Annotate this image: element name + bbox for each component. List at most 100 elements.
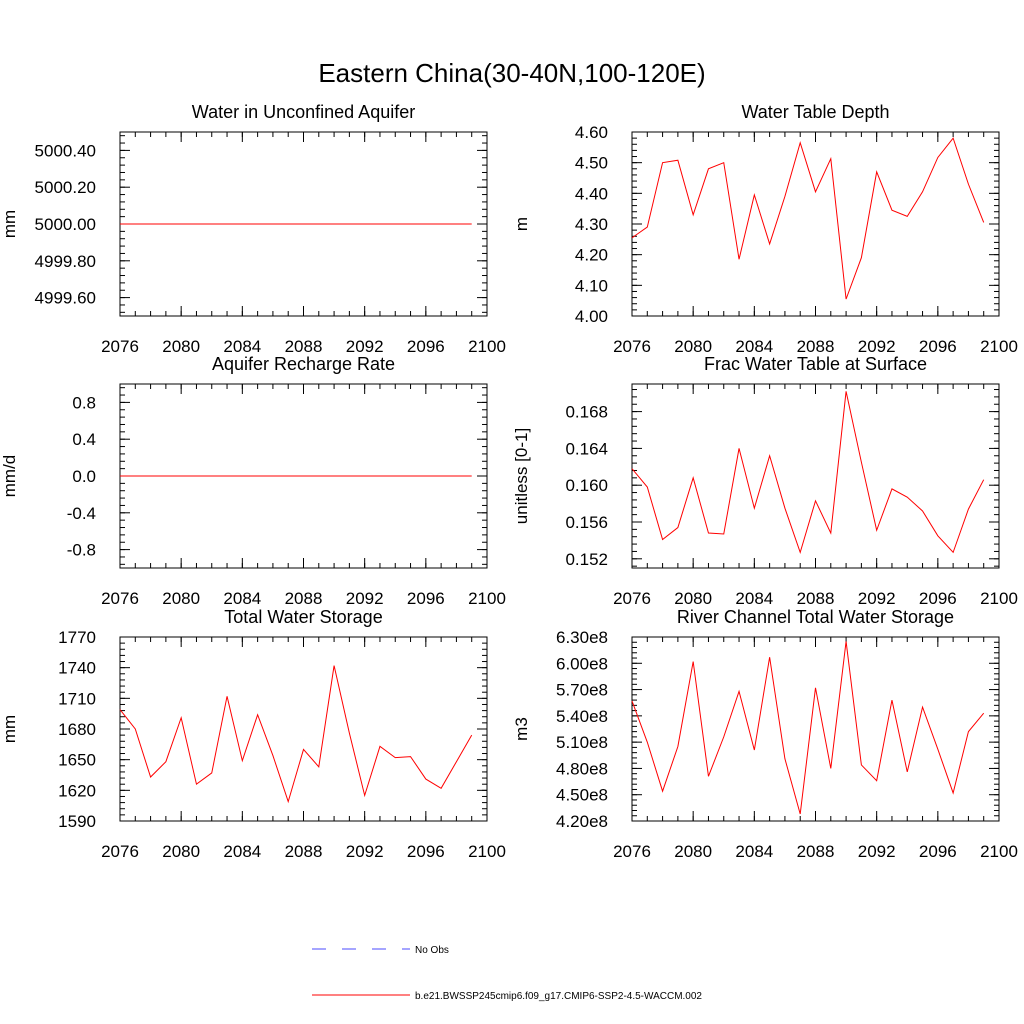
x-tick-label: 2080 [162,589,200,608]
y-tick-label: 4.20e8 [556,812,608,831]
x-tick-label: 2092 [858,589,896,608]
x-tick-label: 2100 [468,842,506,861]
x-tick-label: 2100 [980,842,1018,861]
y-tick-label: 1770 [58,628,96,647]
x-tick-label: 2088 [797,337,835,356]
y-tick-label: 4.50e8 [556,786,608,805]
x-tick-label: 2092 [346,337,384,356]
y-axis-label: unitless [0-1] [512,428,531,524]
y-tick-label: 0.160 [565,476,608,495]
y-tick-label: 6.30e8 [556,628,608,647]
y-axis-label: mm [0,715,19,743]
x-tick-label: 2096 [919,842,957,861]
x-tick-label: 2096 [919,337,957,356]
panel-title: Frac Water Table at Surface [704,354,927,374]
y-tick-label: 1590 [58,812,96,831]
y-tick-label: -0.8 [67,541,96,560]
y-tick-label: 0.156 [565,513,608,532]
x-tick-label: 2076 [613,842,651,861]
x-tick-label: 2084 [223,337,261,356]
panel-river-channel-total-water-storage: River Channel Total Water Storage m3 2076 2… [512,607,1018,861]
x-tick-label: 2084 [735,842,773,861]
y-tick-label: 4.80e8 [556,759,608,778]
panel-total-water-storage: Total Water Storage mm 2076 2080 2084 2088 209… [0,607,506,861]
plot-frame [631,383,1000,569]
series-line [631,641,985,815]
x-tick-label: 2080 [674,842,712,861]
y-tick-label: 5000.00 [35,215,96,234]
x-tick-label: 2092 [858,337,896,356]
y-tick-label: 4.20 [575,246,608,265]
series-line [119,665,473,804]
panel-aquifer-recharge-rate: Aquifer Recharge Rate mm/d 2076 2080 2084 208… [0,354,506,608]
y-tick-label: 1620 [58,781,96,800]
y-tick-label: 4999.60 [35,289,96,308]
x-tick-label: 2100 [980,589,1018,608]
x-tick-label: 2096 [919,589,957,608]
y-tick-label: 4.50 [575,154,608,173]
y-tick-label: 0.152 [565,550,608,569]
panel-water-table-depth: Water Table Depth m 2076 2080 2084 2088 2092 20… [512,102,1018,356]
panel-title: Water in Unconfined Aquifer [192,102,415,122]
y-tick-label: 0.0 [72,467,96,486]
figure-title: Eastern China(30-40N,100-120E) [318,58,705,88]
x-tick-label: 2096 [407,337,445,356]
panel-title: Aquifer Recharge Rate [212,354,395,374]
y-tick-label: 4999.80 [35,252,96,271]
y-tick-label: 0.4 [72,430,96,449]
y-tick-label: 1710 [58,689,96,708]
x-tick-label: 2092 [346,842,384,861]
legend-entry-no-obs: No Obs [312,945,449,956]
x-tick-label: 2084 [223,589,261,608]
x-tick-label: 2092 [346,589,384,608]
x-tick-label: 2100 [980,337,1018,356]
panel-title: River Channel Total Water Storage [677,607,954,627]
y-tick-label: 4.10 [575,276,608,295]
x-tick-label: 2088 [285,589,323,608]
y-tick-label: 4.00 [575,307,608,326]
x-tick-label: 2088 [797,589,835,608]
x-tick-label: 2076 [101,589,139,608]
x-tick-label: 2080 [162,337,200,356]
series-line [631,137,985,300]
y-tick-label: 5000.40 [35,141,96,160]
y-tick-label: 5000.20 [35,178,96,197]
panel-water-in-unconfined-aquifer: Water in Unconfined Aquifer mm 2076 2080 208… [0,102,506,356]
panels: Water in Unconfined Aquifer mm 2076 2080 208… [0,102,1018,861]
plot-frame [631,636,1000,822]
y-axis-label: m [512,217,531,231]
x-tick-label: 2096 [407,842,445,861]
y-tick-label: 5.10e8 [556,733,608,752]
x-tick-label: 2096 [407,589,445,608]
y-tick-label: -0.4 [67,504,96,523]
y-tick-label: 6.00e8 [556,654,608,673]
legend: No Obs b.e21.BWSSP245cmip6.f09_g17.CMIP6… [312,945,702,1002]
x-tick-label: 2084 [735,337,773,356]
y-tick-label: 4.30 [575,215,608,234]
x-tick-label: 2088 [285,337,323,356]
x-tick-label: 2080 [162,842,200,861]
x-tick-label: 2076 [101,337,139,356]
y-axis-label: mm [0,210,19,238]
legend-entry-model: b.e21.BWSSP245cmip6.f09_g17.CMIP6-SSP2-4… [312,991,702,1002]
y-tick-label: 0.8 [72,393,96,412]
panel-frac-water-table-at-surface: Frac Water Table at Surface unitless [0-1… [512,354,1018,608]
y-axis-label: m3 [512,717,531,741]
x-tick-label: 2088 [797,842,835,861]
x-tick-label: 2076 [101,842,139,861]
x-tick-label: 2084 [223,842,261,861]
y-axis-label: mm/d [0,455,19,498]
x-tick-label: 2076 [613,337,651,356]
series-line [631,391,985,554]
x-tick-label: 2100 [468,337,506,356]
x-tick-label: 2092 [858,842,896,861]
x-tick-label: 2088 [285,842,323,861]
x-tick-label: 2080 [674,589,712,608]
y-tick-label: 4.60 [575,123,608,142]
y-tick-label: 1650 [58,751,96,770]
x-tick-label: 2084 [735,589,773,608]
legend-label-model: b.e21.BWSSP245cmip6.f09_g17.CMIP6-SSP2-4… [415,991,702,1002]
panel-title: Total Water Storage [224,607,382,627]
legend-label-obs: No Obs [415,945,449,956]
